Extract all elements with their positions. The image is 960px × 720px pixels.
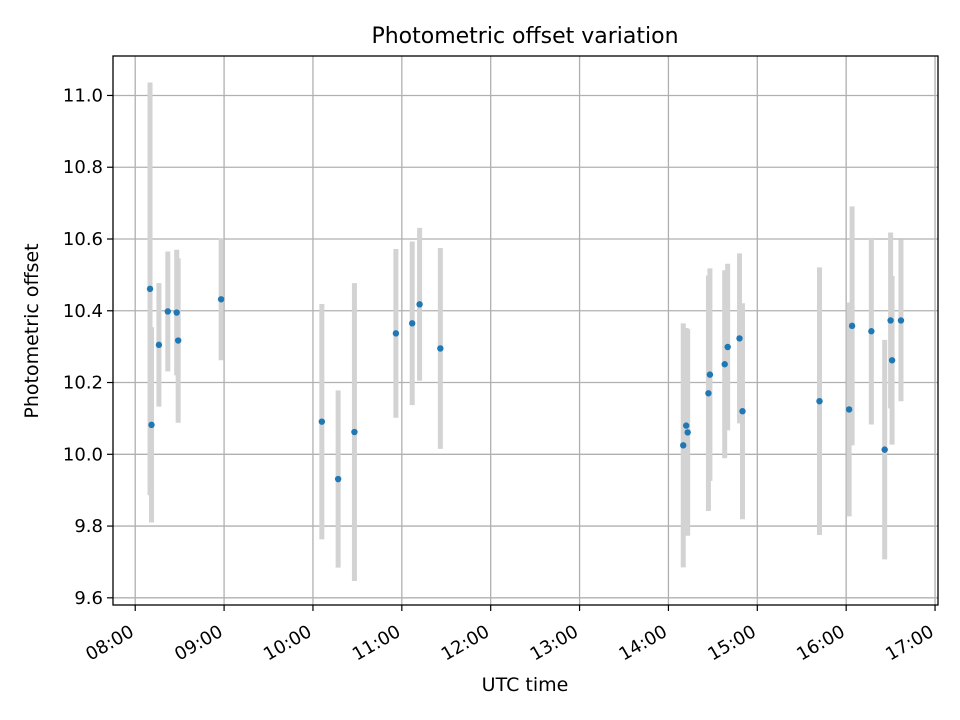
x-axis-label: UTC time <box>482 674 569 696</box>
data-point <box>351 428 358 436</box>
y-axis-label: Photometric offset <box>21 243 43 418</box>
data-point <box>739 408 746 415</box>
data-point <box>881 446 888 453</box>
y-tick-label: 11.0 <box>63 85 103 106</box>
y-tick-layer: 9.6 9.8 10.0 10.2 10.4 10.6 10.8 11.0 <box>63 85 113 609</box>
data-point <box>705 390 712 397</box>
data-point <box>416 301 423 308</box>
data-point <box>164 308 172 315</box>
y-tick-label: 10.8 <box>63 157 103 178</box>
data-point <box>845 406 853 413</box>
point-layer <box>146 285 905 483</box>
x-tick-label: 09:00 <box>171 621 226 665</box>
data-point <box>721 361 728 368</box>
chart-title: Photometric offset variation <box>371 24 678 49</box>
x-tick-layer: 08:00 09:00 10:00 11:00 12:00 13:00 14:00 15:00… <box>82 605 938 665</box>
x-tick-label: 14:00 <box>616 621 671 665</box>
x-tick-label: 15:00 <box>704 621 759 665</box>
plot-frame <box>112 55 939 606</box>
data-point <box>684 429 691 436</box>
data-point <box>174 337 182 344</box>
data-point <box>173 309 180 316</box>
y-tick-label: 9.6 <box>74 588 103 609</box>
data-point <box>148 421 155 429</box>
grid-layer <box>113 56 938 605</box>
data-point <box>724 343 731 351</box>
data-point <box>146 285 154 293</box>
data-point <box>736 335 743 342</box>
data-point <box>848 322 856 330</box>
y-tick-label: 10.0 <box>63 444 103 465</box>
x-tick-label: 10:00 <box>260 621 315 665</box>
x-tick-label: 17:00 <box>882 621 937 665</box>
data-point <box>683 422 690 429</box>
data-point <box>408 320 416 327</box>
y-tick-label: 10.2 <box>63 373 103 394</box>
x-tick-label: 12:00 <box>438 621 493 665</box>
y-tick-label: 10.4 <box>63 301 103 322</box>
data-point <box>706 371 714 378</box>
data-point <box>868 328 875 335</box>
data-point <box>887 317 894 324</box>
data-point <box>888 357 896 364</box>
errorbar-layer <box>147 82 904 581</box>
data-point <box>334 475 342 483</box>
data-point <box>680 442 687 449</box>
x-tick-label: 16:00 <box>793 621 848 665</box>
data-point <box>816 397 823 405</box>
data-point <box>897 317 905 324</box>
x-tick-label: 08:00 <box>82 621 137 665</box>
y-tick-label: 10.6 <box>63 229 103 250</box>
y-tick-label: 9.8 <box>74 516 103 537</box>
x-tick-label: 13:00 <box>527 621 582 665</box>
data-point <box>155 341 163 349</box>
data-point <box>318 418 326 425</box>
data-point <box>392 330 400 337</box>
x-tick-label: 11:00 <box>349 621 404 665</box>
data-point <box>217 296 225 303</box>
data-point <box>437 345 444 352</box>
